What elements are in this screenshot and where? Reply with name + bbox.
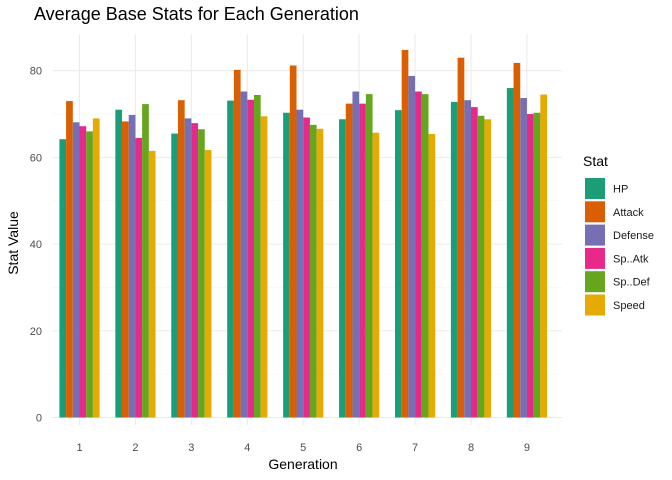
bar (115, 109, 123, 418)
bar (177, 100, 185, 418)
legend-label: Defense (613, 230, 654, 242)
bar (142, 104, 149, 418)
bar (316, 128, 324, 418)
bar (464, 100, 472, 418)
bar (191, 123, 199, 418)
chart-title: Average Base Stats for Each Generation (34, 4, 359, 24)
bar (260, 116, 268, 418)
bar (408, 75, 416, 418)
y-axis-ticks: 0 20 40 60 80 (30, 66, 42, 425)
x-tick-label: 9 (524, 442, 530, 454)
bar (352, 91, 360, 418)
x-tick-label: 4 (244, 442, 250, 454)
bar (477, 115, 485, 418)
x-tick-label: 8 (468, 442, 474, 454)
bar (401, 49, 409, 418)
bar (394, 110, 402, 418)
bar (135, 137, 143, 418)
bar (372, 132, 380, 418)
legend-title: Stat (583, 153, 608, 169)
bar (59, 139, 67, 418)
bar (520, 98, 527, 418)
bar (484, 119, 492, 418)
bar (247, 99, 254, 418)
bar (72, 122, 80, 418)
bar (253, 94, 261, 418)
legend-swatch (585, 294, 605, 316)
bar (122, 121, 129, 418)
legend-label: Attack (613, 207, 644, 219)
legend-swatch (585, 224, 605, 246)
bar (296, 109, 304, 418)
bar (506, 88, 514, 418)
x-tick-label: 2 (132, 442, 138, 454)
x-tick-label: 1 (76, 442, 82, 454)
y-tick-label: 20 (30, 326, 42, 338)
bar (513, 62, 521, 418)
bar (79, 126, 87, 418)
y-tick-label: 60 (30, 152, 42, 164)
bar (471, 107, 478, 418)
y-tick-label: 40 (30, 239, 42, 251)
bar (92, 118, 100, 418)
legend-label: Sp..Def (613, 277, 651, 289)
bar (289, 65, 297, 418)
x-tick-label: 7 (412, 442, 418, 454)
bar (303, 117, 310, 418)
bar (339, 119, 346, 418)
bar (240, 91, 248, 418)
bar (415, 91, 422, 418)
bar (540, 94, 548, 418)
legend-label: Speed (613, 300, 645, 312)
y-axis-title: Stat Value (5, 211, 21, 275)
legend-swatch (585, 271, 605, 293)
bar (171, 133, 178, 418)
x-axis-title: Generation (268, 456, 337, 472)
bar (450, 101, 458, 418)
bar (198, 129, 205, 418)
bar (345, 103, 353, 418)
x-tick-label: 5 (300, 442, 306, 454)
bar (359, 103, 366, 418)
bar (184, 118, 192, 418)
bar (421, 94, 429, 418)
bar (233, 69, 241, 418)
y-tick-label: 80 (30, 66, 42, 78)
bar (457, 57, 465, 418)
legend: Stat HP Attack Defense Sp..Atk Sp..Def Speed (583, 153, 654, 316)
bar (227, 100, 234, 418)
bar (204, 150, 212, 418)
bar (526, 114, 534, 418)
legend-swatch (585, 201, 605, 223)
bar (428, 133, 436, 418)
bar (86, 131, 93, 418)
bar (148, 150, 156, 418)
bar (533, 112, 541, 418)
legend-swatch (585, 178, 605, 199)
x-tick-label: 3 (188, 442, 194, 454)
bar (128, 114, 136, 418)
legend-swatch (585, 247, 605, 269)
x-tick-label: 6 (356, 442, 362, 454)
legend-label: HP (613, 184, 628, 196)
bar (309, 124, 317, 418)
bars (59, 49, 548, 418)
bar (66, 101, 73, 418)
x-axis-ticks: 1 2 3 4 5 6 7 8 9 (76, 442, 530, 454)
bar (365, 94, 373, 418)
bar (283, 112, 290, 418)
y-tick-label: 0 (36, 413, 42, 425)
legend-label: Sp..Atk (613, 253, 649, 265)
